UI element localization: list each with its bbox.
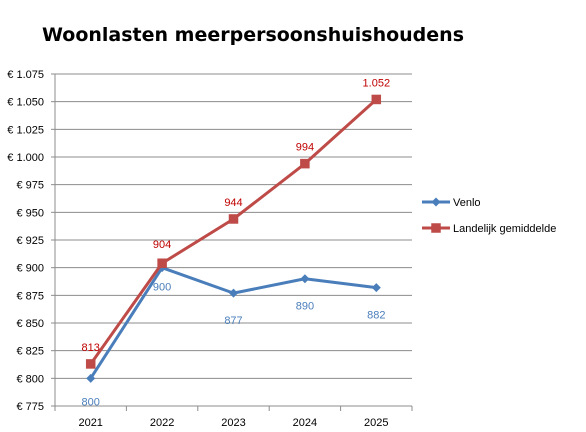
x-tick-label: 2021: [78, 417, 102, 429]
data-label: 1.052: [363, 77, 391, 89]
legend-label: Landelijk gemiddelde: [453, 223, 556, 235]
data-point: [300, 274, 310, 284]
y-tick-label: € 1.075: [7, 69, 44, 81]
data-point: [86, 373, 96, 383]
data-point: [157, 258, 167, 268]
series: [85, 94, 382, 383]
y-tick-label: € 1.025: [7, 124, 44, 136]
x-tick-label: 2025: [364, 417, 388, 429]
data-label: 944: [224, 197, 242, 209]
data-label: 904: [153, 239, 171, 251]
data-label: 882: [367, 310, 385, 322]
legend: Venlo Landelijk gemiddelde: [422, 197, 556, 235]
y-tick-label: € 850: [16, 318, 44, 330]
data-label: 890: [296, 301, 314, 313]
y-tick-label: € 800: [16, 373, 44, 385]
data-point: [371, 94, 382, 105]
y-tick-label: € 825: [16, 346, 44, 358]
y-tick-label: € 975: [16, 180, 44, 192]
chart-title: Woonlasten meerpersoonshuishoudens: [41, 24, 465, 46]
axes: € 775 € 800 € 825 € 850 € 875 € 900 € 925 € 950…: [7, 69, 413, 429]
x-tick-label: 2023: [221, 417, 245, 429]
y-tick-label: € 1.000: [7, 152, 44, 164]
y-tick-label: € 875: [16, 290, 44, 302]
y-tick-label: € 925: [16, 235, 44, 247]
legend-label: Venlo: [453, 197, 481, 209]
data-label: 813: [82, 342, 100, 354]
data-point: [85, 359, 96, 369]
data-point: [228, 214, 239, 224]
x-tick-label: 2022: [150, 417, 174, 429]
legend-marker: [431, 197, 441, 207]
data-label: 994: [296, 142, 314, 154]
x-tick-label: 2024: [293, 417, 317, 429]
data-label: 877: [224, 315, 242, 327]
y-tick-label: € 775: [16, 401, 44, 413]
legend-marker: [431, 223, 441, 233]
data-point: [371, 283, 381, 293]
data-labels: 800 900 877 890 882 813 904 944 994 1.052: [82, 77, 391, 408]
data-label: 900: [153, 282, 171, 294]
y-tick-label: € 900: [16, 263, 44, 275]
data-point: [300, 158, 310, 169]
y-tick-label: € 950: [16, 207, 44, 219]
data-point: [229, 288, 238, 298]
data-label: 800: [82, 396, 100, 408]
y-tick-label: € 1.050: [7, 97, 44, 109]
gridlines: [55, 73, 412, 379]
